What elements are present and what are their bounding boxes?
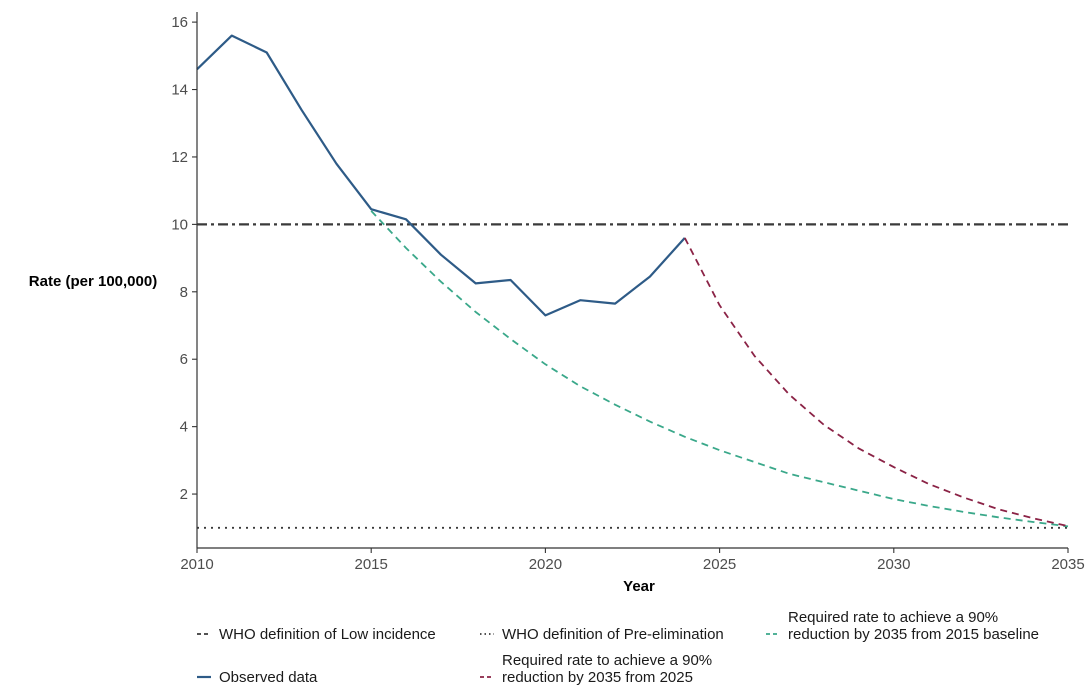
y-tick-label: 16: [171, 14, 188, 31]
x-tick-label: 2030: [877, 556, 910, 573]
legend-label: Observed data: [219, 669, 318, 686]
legend-item-pre_elimination: WHO definition of Pre-elimination: [480, 626, 724, 643]
y-tick-label: 6: [180, 351, 188, 368]
x-tick-label: 2010: [180, 556, 213, 573]
legend-label: Required rate to achieve a 90% reduction …: [502, 652, 712, 686]
y-tick-label: 12: [171, 149, 188, 166]
y-tick-label: 14: [171, 82, 188, 99]
series-required_2015-line: [370, 210, 1069, 528]
x-tick-label: 2025: [703, 556, 736, 573]
x-ticks: 2010 2015 2020 2025 2030 2035: [180, 548, 1085, 573]
y-tick-label: 4: [180, 419, 188, 436]
x-tick-label: 2015: [355, 556, 388, 573]
legend-label: WHO definition of Pre-elimination: [502, 626, 724, 643]
x-axis-title: Year: [623, 578, 655, 595]
series-required_2025-line: [684, 237, 1069, 527]
y-axis-title: Rate (per 100,000): [29, 273, 157, 290]
y-tick-label: 2: [180, 486, 188, 503]
plot-area: [196, 34, 1069, 529]
legend-item-required_2015: Required rate to achieve a 90% reduction …: [766, 609, 1039, 643]
series-observed-line: [196, 34, 686, 317]
y-ticks: 2 4 6 8 10 12 14 16: [171, 14, 197, 503]
legend-label: Required rate to achieve a 90% reduction …: [788, 609, 1039, 643]
legend-label: WHO definition of Low incidence: [219, 626, 436, 643]
x-tick-label: 2035: [1051, 556, 1084, 573]
legend: WHO definition of Low incidence WHO defin…: [197, 609, 1039, 686]
y-tick-label: 10: [171, 216, 188, 233]
legend-item-low_incidence: WHO definition of Low incidence: [197, 626, 436, 643]
legend-item-observed: Observed data: [197, 669, 318, 686]
x-tick-label: 2020: [529, 556, 562, 573]
y-tick-label: 8: [180, 284, 188, 301]
legend-item-required_2025: Required rate to achieve a 90% reduction …: [480, 652, 712, 686]
